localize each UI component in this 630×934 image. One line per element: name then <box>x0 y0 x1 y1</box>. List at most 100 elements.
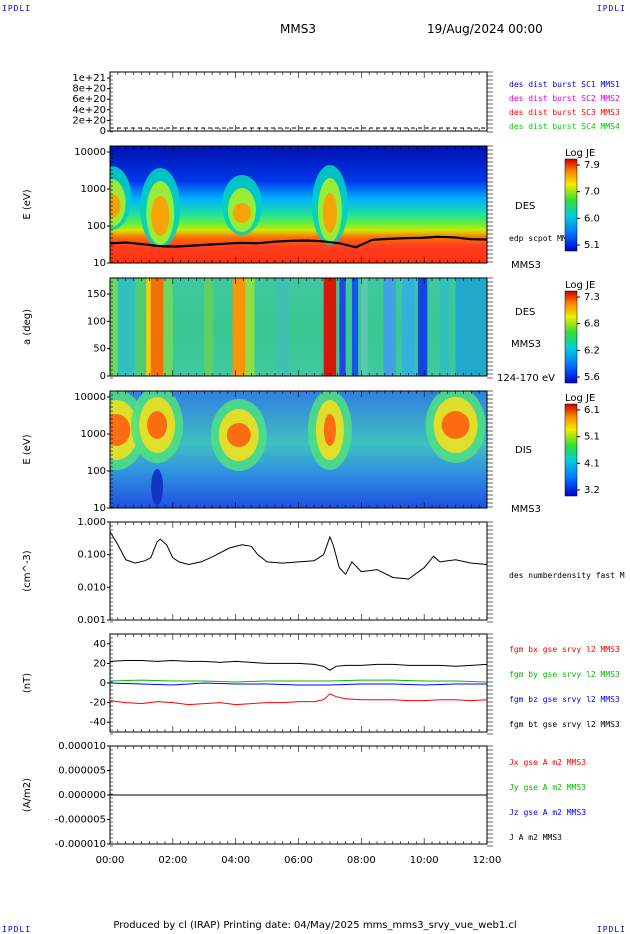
y-tick-label: 40 <box>93 639 106 650</box>
pitch-angle-band <box>204 278 214 376</box>
y-tick-label: 100 <box>87 221 106 232</box>
legend-entry: J A m2 MMS3 <box>509 833 562 842</box>
legend-entry: des dist burst SC4 MMS4 <box>509 122 620 131</box>
corner-label-br: IPDLI <box>596 925 626 934</box>
colorbar-title: Log JE <box>565 280 595 291</box>
minor-ticks <box>109 390 493 508</box>
footer-credit: Produced by cl (IRAP) Printing date: 04/… <box>113 920 517 931</box>
spacecraft-label: MMS3 <box>511 504 541 515</box>
y-tick-label: 50 <box>93 344 106 355</box>
y-tick-label: 150 <box>87 289 106 300</box>
datetime-title: 19/Aug/2024 00:00 <box>427 22 543 36</box>
colorbar-tick-label: 6.8 <box>584 319 600 330</box>
dis-energy-feature <box>151 469 164 505</box>
y-tick-label: 1000 <box>81 429 106 440</box>
pitch-angle-band <box>323 278 337 376</box>
y-tick-label: 1000 <box>81 184 106 195</box>
pitch-angle-band <box>232 278 246 376</box>
y-tick-label: 10 <box>93 503 106 514</box>
colorbar-tick-label: 6.0 <box>584 213 600 224</box>
pitch-angle-band <box>351 278 359 376</box>
y-tick-label: 1e+21 <box>72 73 106 84</box>
pitch-angle-band <box>417 278 428 376</box>
x-tick-label: 02:00 <box>158 855 187 866</box>
minor-ticks <box>109 277 493 379</box>
des-energy-feature <box>151 196 170 236</box>
colorbar-tick-label: 5.1 <box>584 240 600 251</box>
colorbar-title: Log JE <box>565 393 595 404</box>
y-tick-label: 0.000000 <box>58 790 106 801</box>
panel-density-frame <box>109 521 488 621</box>
overlay-label: edp scpot MMS3 <box>509 234 577 243</box>
minor-ticks <box>109 745 493 847</box>
pitch-angle-band <box>276 278 290 376</box>
colorbar-tick-label: 5.1 <box>584 432 600 443</box>
dis-energy-feature <box>147 411 168 439</box>
legend-entry: fgm bx gse srvy l2 MMS3 <box>509 645 620 654</box>
panel-fgm-frame <box>109 633 488 733</box>
legend-entry: fgm by gse srvy l2 MMS3 <box>509 670 620 679</box>
colorbar-title: Log JE <box>565 148 595 159</box>
y-tick-label: 10000 <box>74 392 106 403</box>
y-tick-label: 6e+20 <box>72 94 106 105</box>
dis-energy-feature <box>110 414 131 446</box>
y-tick-label: 2e+20 <box>72 115 106 126</box>
colorbar-dis-energy <box>564 403 578 497</box>
legend-entry: des dist burst SC3 MMS3 <box>509 108 620 117</box>
pitch-angle-band <box>135 278 145 376</box>
pitch-angle-band <box>146 278 151 376</box>
des-energy-feature <box>110 194 121 218</box>
spacecraft-label: MMS3 <box>511 339 541 350</box>
pitch-angle-band <box>117 278 136 376</box>
fgm-series-line <box>109 682 487 686</box>
pitch-angle-band <box>150 278 164 376</box>
y-axis-label: (A/m2) <box>22 778 33 812</box>
corner-label-tr: IPDLI <box>596 4 626 13</box>
spacecraft-label: MMS3 <box>511 260 541 271</box>
colorbar-tick-label: 7.0 <box>584 187 600 198</box>
y-axis-label: a (deg) <box>22 309 33 345</box>
y-tick-label: -0.000010 <box>55 839 106 850</box>
legend-entry: des numberdensity fast M <box>509 571 625 580</box>
instrument-label: DES <box>515 201 535 212</box>
instrument-label: DIS <box>515 445 532 456</box>
y-tick-label: 0.001 <box>77 615 106 626</box>
x-tick-label: 04:00 <box>221 855 250 866</box>
x-tick-label: 06:00 <box>284 855 313 866</box>
pitch-angle-band <box>339 278 346 376</box>
dis-energy-feature <box>226 423 251 447</box>
minor-ticks <box>109 145 493 263</box>
colorbar-tick-label: 7.3 <box>584 292 600 303</box>
y-tick-label: 0.000010 <box>58 741 106 752</box>
x-tick-label: 08:00 <box>347 855 376 866</box>
legend-entry: des dist burst SC2 MMS2 <box>509 94 620 103</box>
colorbar-tick-label: 5.6 <box>584 372 600 383</box>
y-tick-label: 0.000005 <box>58 766 106 777</box>
y-axis-label: (cm^-3) <box>22 550 33 591</box>
y-tick-label: 4e+20 <box>72 105 106 116</box>
y-tick-label: 0 <box>100 126 106 137</box>
panel-dist-burst-frame <box>109 71 488 132</box>
pitch-angle-band <box>110 278 118 376</box>
dis-energy-feature <box>323 414 336 446</box>
x-tick-label: 10:00 <box>410 855 439 866</box>
y-tick-label: -40 <box>90 717 106 728</box>
instrument-label: DES <box>515 307 535 318</box>
x-tick-label: 00:00 <box>96 855 125 866</box>
legend-entry: fgm bz gse srvy l2 MMS3 <box>509 695 620 704</box>
colorbar-tick-label: 3.2 <box>584 485 600 496</box>
y-tick-label: 20 <box>93 658 106 669</box>
y-tick-label: 0.100 <box>77 550 106 561</box>
y-tick-label: 0 <box>100 371 106 382</box>
pitch-angle-band <box>455 278 487 376</box>
pitch-angle-band <box>361 278 368 376</box>
legend-entry: des dist burst SC1 MMS1 <box>509 80 620 89</box>
legend-entry: Jx gse A m2 MMS3 <box>509 758 586 767</box>
corner-label-bl: IPDLI <box>2 925 32 934</box>
spacecraft-title: MMS3 <box>280 22 316 36</box>
y-tick-label: 100 <box>87 316 106 327</box>
colorbar-des-pitch <box>564 290 578 384</box>
y-tick-label: 0.010 <box>77 582 106 593</box>
colorbar-tick-label: 6.1 <box>584 405 600 416</box>
